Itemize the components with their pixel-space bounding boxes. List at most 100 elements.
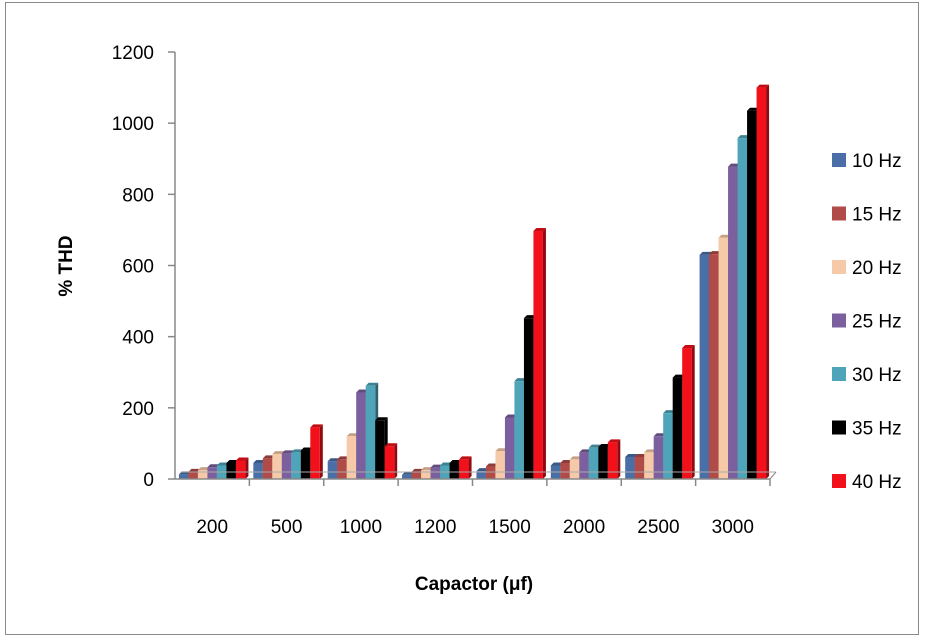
bar-top: [607, 439, 621, 443]
x-tick-label: 200: [196, 517, 228, 538]
legend: 10 Hz 15 Hz 20 Hz 25 Hz 30 Hz 35 Hz 40 Hz: [832, 151, 902, 493]
y-tick-label: 1200: [112, 43, 154, 64]
bar-front: [272, 454, 282, 479]
bar-top: [560, 459, 573, 463]
bar-front: [560, 462, 570, 479]
bar-front: [327, 461, 338, 479]
axes-group: 0 200 400 600 800 1000 1200 200 500 1000 1200 1500…: [112, 43, 777, 538]
bar-front: [337, 459, 347, 479]
bar-top: [421, 467, 434, 471]
bar: [682, 345, 695, 479]
bar-top: [440, 462, 453, 466]
bar-front: [682, 348, 692, 479]
bar-top: [430, 464, 444, 468]
bar-top: [327, 458, 341, 462]
bar-top: [310, 424, 323, 428]
bar-top: [197, 467, 211, 471]
x-tick-label: 2500: [637, 517, 679, 538]
bar-front: [188, 471, 198, 479]
x-axis-depth-right: [769, 471, 777, 480]
bar-front: [663, 413, 673, 479]
bar-top: [207, 464, 220, 468]
bar-front: [207, 467, 217, 479]
bar-top: [411, 468, 425, 472]
bar-top: [756, 84, 770, 88]
bar-front: [607, 442, 618, 479]
bar-front: [728, 166, 738, 479]
x-axis-title: Capactor (μf): [415, 574, 533, 595]
bar-front: [384, 446, 395, 479]
bar: [310, 424, 323, 479]
bar-front: [699, 254, 710, 479]
bar-top: [699, 251, 713, 255]
bar-top: [588, 444, 602, 448]
x-tick-label: 3000: [712, 517, 754, 538]
legend-label: 40 Hz: [852, 472, 902, 493]
bar-top: [235, 457, 249, 461]
bar-top: [625, 453, 638, 457]
bar-front: [569, 459, 580, 479]
bar-top: [598, 443, 611, 447]
x-tick-label: 500: [271, 517, 303, 538]
bar-top: [504, 414, 518, 418]
bar-side: [542, 227, 546, 479]
bar-top: [550, 462, 564, 466]
bar-front: [504, 417, 515, 479]
bar-top: [728, 163, 741, 167]
y-tick-label: 200: [122, 399, 154, 420]
bar-front: [588, 447, 599, 479]
bar-front: [514, 381, 524, 479]
bar-top: [226, 459, 239, 463]
bar-front: [737, 138, 748, 479]
y-tick-label: 600: [122, 257, 154, 278]
bar-front: [281, 453, 292, 479]
bar-front: [598, 446, 608, 479]
bar-front: [449, 462, 460, 479]
legend-swatch: [832, 367, 846, 381]
bar-top: [747, 107, 760, 111]
bar-front: [579, 452, 589, 479]
x-tick-label: 1500: [489, 517, 531, 538]
bar: [533, 227, 546, 479]
bar: [235, 457, 249, 479]
bar-front: [402, 474, 412, 479]
bar-top: [495, 448, 508, 452]
bar-top: [523, 315, 537, 319]
bar-front: [634, 456, 645, 479]
bar-front: [459, 459, 469, 479]
bar-side: [394, 443, 398, 479]
legend-label: 25 Hz: [852, 312, 902, 333]
bar-front: [533, 230, 543, 479]
bar-front: [495, 451, 505, 479]
bar-front: [300, 450, 311, 479]
bar-top: [272, 451, 285, 455]
y-tick-label: 800: [122, 185, 154, 206]
legend-swatch: [832, 153, 846, 167]
bar-front: [644, 452, 654, 479]
bar-front: [523, 318, 534, 479]
bars-group: [178, 84, 770, 480]
bar-top: [663, 410, 676, 414]
y-tick-label: 400: [122, 328, 154, 349]
legend-label: 15 Hz: [852, 205, 902, 226]
x-tick-label: 2000: [563, 517, 605, 538]
bar-top: [485, 463, 499, 467]
bar-top: [709, 251, 722, 255]
legend-swatch: [832, 420, 846, 435]
bar-front: [356, 392, 366, 479]
bar-top: [337, 456, 350, 460]
legend-swatch: [832, 206, 846, 221]
bar-top: [644, 449, 657, 453]
legend-swatch: [832, 474, 846, 488]
bar-top: [375, 417, 388, 421]
bar-front: [718, 237, 729, 479]
bar-front: [197, 470, 208, 479]
bar-front: [226, 462, 236, 479]
bar-front: [747, 110, 757, 480]
bar-top: [476, 468, 489, 472]
bar-top: [533, 227, 546, 231]
bar-top: [356, 389, 369, 393]
legend-label: 30 Hz: [852, 365, 902, 386]
bar-side: [319, 424, 323, 479]
